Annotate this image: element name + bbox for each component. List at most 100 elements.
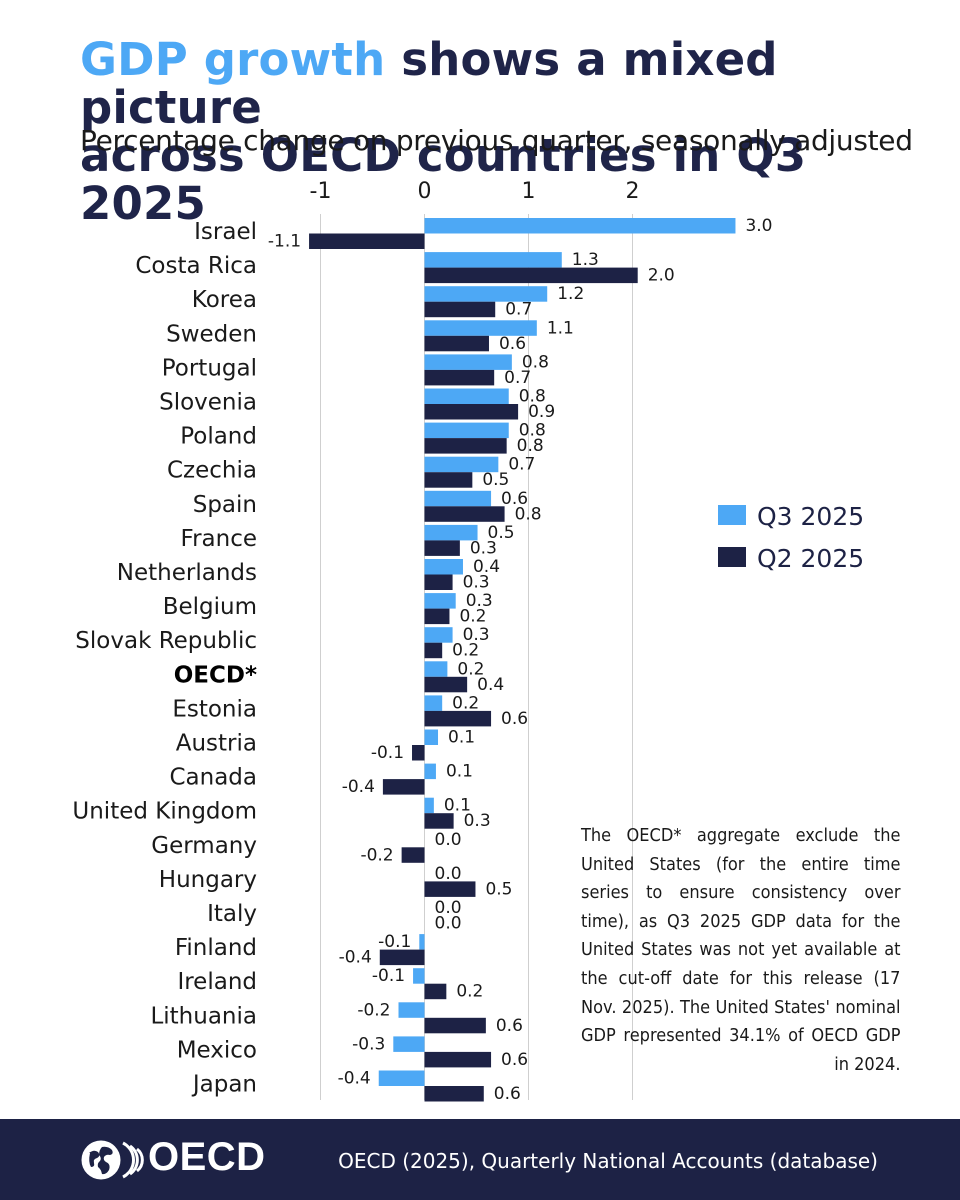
- legend-label-q2: Q2 2025: [757, 544, 864, 573]
- legend-label-q3: Q3 2025: [757, 502, 864, 531]
- data-label-q3: 0.2: [457, 659, 484, 679]
- title-rest: shows a mixed picture: [80, 33, 778, 134]
- bar-q3: [424, 695, 443, 711]
- bar-q3: [424, 797, 434, 814]
- category-label: Slovenia: [159, 390, 257, 416]
- category-label: Costa Rica: [135, 253, 257, 279]
- category-label: Mexico: [177, 1037, 257, 1063]
- data-label-q3: 0.3: [466, 591, 493, 611]
- category-label: Japan: [191, 1072, 257, 1098]
- category-label: Germany: [151, 833, 257, 859]
- data-label-q2: 0.7: [505, 300, 532, 320]
- bar-q2: [424, 608, 450, 625]
- data-label-q3: 0.6: [501, 489, 528, 509]
- bar-q2: [424, 983, 447, 1000]
- bar-q2: [424, 1051, 492, 1068]
- x-tick-label: 1: [522, 179, 536, 204]
- data-label-q3: 0.1: [446, 762, 473, 782]
- data-label-q2: 0.0: [435, 914, 462, 934]
- data-label-q3: 0.4: [473, 557, 500, 577]
- category-label: Portugal: [162, 355, 257, 381]
- bar-q2: [424, 710, 492, 727]
- bar-q3: [378, 1070, 425, 1086]
- bar-q2: [424, 438, 507, 454]
- title-line-2: across OECD countries in Q3 2025: [80, 129, 807, 230]
- x-tick-label: -1: [310, 179, 332, 204]
- bar-q2: [424, 642, 443, 659]
- bar-q2: [424, 813, 454, 829]
- bar-q3: [424, 354, 512, 370]
- data-label-q3: 0.3: [463, 625, 490, 645]
- category-label: Czechia: [167, 458, 257, 484]
- bar-q3: [424, 559, 463, 575]
- data-label-q3: -0.1: [378, 932, 411, 952]
- data-label-q2: -0.4: [339, 948, 372, 968]
- bar-q3: [393, 1036, 425, 1052]
- category-label: Poland: [180, 424, 257, 450]
- bar-q3: [424, 763, 436, 780]
- bar-q2: [424, 1086, 484, 1102]
- chart-title: GDP growth shows a mixed picture across O…: [80, 36, 940, 228]
- bar-q3: [424, 422, 509, 439]
- data-label-q3: -0.1: [372, 966, 405, 986]
- bar-q2: [424, 472, 473, 488]
- data-label-q2: 0.7: [504, 368, 531, 388]
- bar-q2: [424, 506, 505, 522]
- category-label: Estonia: [172, 696, 257, 722]
- bar-q3: [424, 456, 499, 473]
- bar-q3: [424, 661, 448, 677]
- bar-q3: [424, 593, 456, 609]
- category-label: Canada: [169, 765, 257, 791]
- category-label: Italy: [207, 901, 257, 927]
- category-label: Netherlands: [117, 560, 257, 586]
- bar-q3: [413, 968, 425, 984]
- data-label-q2: 0.5: [485, 879, 512, 899]
- category-label: Sweden: [166, 321, 257, 347]
- data-label-q2: 0.6: [499, 334, 526, 354]
- data-label-q3: 0.2: [452, 693, 479, 713]
- title-highlight: GDP growth: [80, 33, 386, 86]
- data-label-q3: 0.1: [448, 728, 475, 748]
- data-label-q2: -0.2: [360, 845, 393, 865]
- footer: OECD OECD (2025), Quarterly National Acc…: [0, 1119, 960, 1200]
- category-label: OECD*: [174, 662, 257, 688]
- bar-q3: [424, 388, 509, 404]
- bar-q3: [424, 524, 478, 541]
- data-label-q3: 3.0: [745, 216, 772, 236]
- bar-q2: [412, 745, 425, 761]
- category-label: Austria: [176, 731, 257, 757]
- data-label-q3: 0.0: [435, 830, 462, 850]
- data-label-q3: -0.4: [338, 1069, 371, 1089]
- data-label-q2: 0.6: [501, 709, 528, 729]
- data-label-q2: 0.5: [482, 470, 509, 490]
- data-label-q2: 0.6: [501, 1050, 528, 1070]
- data-label-q3: 0.0: [435, 898, 462, 918]
- category-label: Slovak Republic: [75, 628, 257, 654]
- data-label-q2: 0.6: [494, 1084, 521, 1104]
- data-label-q3: 0.7: [508, 455, 535, 475]
- bar-q3: [424, 729, 439, 745]
- data-label-q3: 0.8: [522, 352, 549, 372]
- oecd-logo-icon: [81, 1140, 144, 1180]
- bar-q2: [424, 676, 468, 693]
- bar-q2: [309, 233, 425, 249]
- bar-q3: [398, 1002, 425, 1018]
- chart-subtitle: Percentage change on previous quarter, s…: [80, 124, 913, 157]
- data-label-q2: 0.8: [517, 436, 544, 456]
- data-label-q3: 1.3: [572, 250, 599, 270]
- bar-q3: [424, 286, 548, 302]
- data-label-q2: 0.2: [452, 641, 479, 661]
- bar-q2: [401, 847, 425, 863]
- x-tick-label: 2: [626, 179, 640, 204]
- data-label-q3: -0.2: [357, 1000, 390, 1020]
- bar-q2: [424, 335, 489, 352]
- data-label-q2: 0.3: [464, 811, 491, 831]
- data-label-q3: 0.0: [435, 864, 462, 884]
- category-label: Belgium: [163, 594, 257, 620]
- category-label: United Kingdom: [72, 799, 257, 825]
- data-label-q2: -0.1: [371, 743, 404, 763]
- bar-q3: [424, 627, 453, 643]
- data-label-q2: 0.3: [463, 573, 490, 593]
- bar-q3: [424, 320, 537, 336]
- data-label-q2: -1.1: [268, 232, 301, 252]
